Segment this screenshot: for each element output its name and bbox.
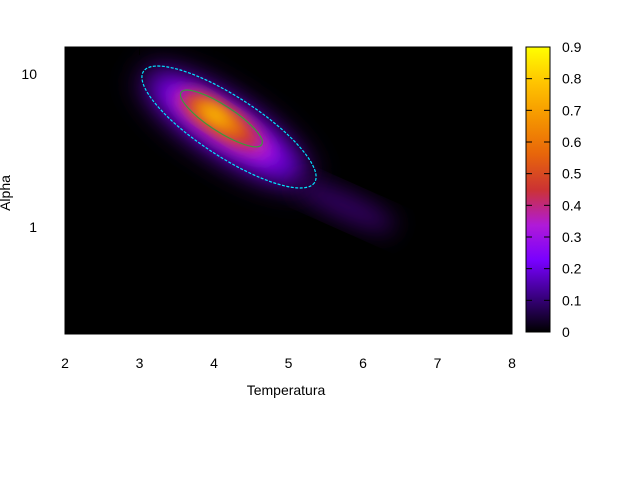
density-region-yellow <box>201 104 229 125</box>
x-axis-label: Temperatura <box>247 382 326 398</box>
x-tick-label: 4 <box>210 355 218 371</box>
x-tick-label: 6 <box>359 355 367 371</box>
density-tail <box>294 181 396 231</box>
colorbar-tick-label: 0.3 <box>562 229 582 245</box>
x-tick-label: 7 <box>434 355 442 371</box>
colorbar-tick-label: 0.5 <box>562 166 582 182</box>
colorbar-tick-label: 0.4 <box>562 197 582 213</box>
contour-line-high <box>179 89 263 148</box>
x-axis-ticks: 2 3 4 5 6 7 8 <box>61 47 516 371</box>
colorbar <box>525 46 551 333</box>
y-tick-label: 10 <box>21 66 37 82</box>
colorbar-tick-label: 0.2 <box>562 261 582 277</box>
y-axis-ticks: 1 10 <box>21 66 512 335</box>
x-tick-label: 8 <box>508 355 516 371</box>
density-map <box>139 65 396 231</box>
x-tick-label: 5 <box>285 355 293 371</box>
x-tick-label: 3 <box>136 355 144 371</box>
colorbar-tick-label: 0.7 <box>562 102 582 118</box>
colorbar-tick-label: 0.9 <box>562 39 582 55</box>
colorbar-tick-label: 0.1 <box>562 292 582 308</box>
colorbar-tick-label: 0.8 <box>562 71 582 87</box>
y-axis-label: Alpha <box>0 175 13 211</box>
plot-area <box>65 47 512 334</box>
colorbar-tick-label: 0.6 <box>562 134 582 150</box>
colorbar-tick-label: 0 <box>562 324 570 340</box>
x-tick-label: 2 <box>61 355 69 371</box>
y-tick-label: 1 <box>29 219 37 235</box>
colorbar-ticks: 0 0.1 0.2 0.3 0.4 0.5 0.6 0.7 0.8 0.9 <box>526 39 582 340</box>
